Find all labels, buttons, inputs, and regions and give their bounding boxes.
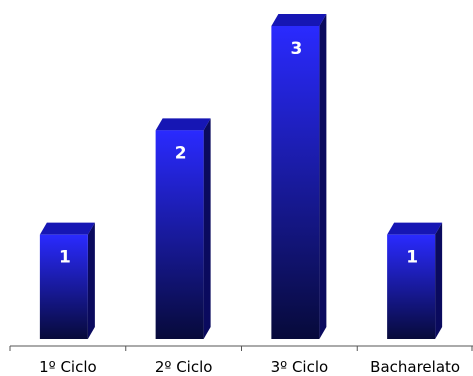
bar-series: 1 2 3 1	[39, 14, 443, 339]
bar-top-2	[155, 118, 211, 131]
x-tick-label-4: Bacharelato	[370, 358, 460, 376]
x-tick-label-3: 3º Ciclo	[271, 358, 329, 376]
x-tick-label-2: 2º Ciclo	[155, 358, 213, 376]
data-label-2: 2	[175, 143, 187, 163]
bar-top-1	[39, 222, 95, 235]
bar-top-3	[271, 14, 327, 26]
bar-side-2	[203, 118, 211, 339]
bar-top-4	[387, 222, 443, 235]
data-label-4: 1	[406, 248, 418, 268]
bar-side-4	[435, 222, 443, 339]
bar-side-3	[319, 14, 327, 339]
bar-4	[387, 234, 436, 339]
data-label-3: 3	[290, 39, 302, 59]
x-axis-ticks: 1º Ciclo 2º Ciclo 3º Ciclo Bacharelato	[9, 346, 473, 376]
bar-2	[155, 130, 204, 339]
x-tick-label-1: 1º Ciclo	[39, 358, 97, 376]
bar-1	[39, 234, 88, 339]
bar-3	[271, 26, 320, 339]
data-label-1: 1	[59, 248, 71, 268]
bar-side-1	[87, 222, 95, 339]
